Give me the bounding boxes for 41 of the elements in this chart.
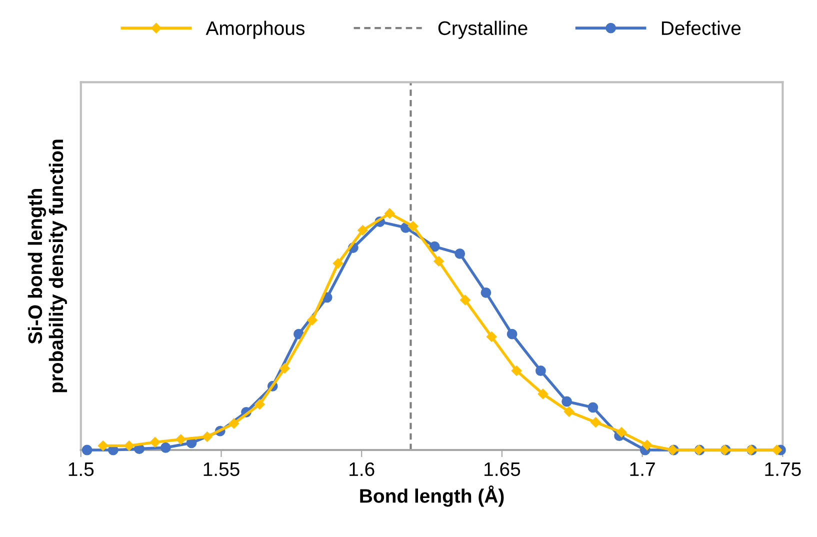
- legend-label: Amorphous: [206, 20, 304, 39]
- point: [124, 440, 134, 451]
- point: [486, 332, 497, 342]
- x-tick-label: 1.55: [204, 462, 240, 476]
- x-axis-title: Bond length (Å): [360, 485, 504, 507]
- x-tick-label: 1.75: [765, 462, 801, 476]
- point: [454, 248, 466, 259]
- point: [150, 437, 160, 448]
- point: [506, 328, 518, 340]
- point: [384, 208, 395, 219]
- point: [202, 432, 212, 442]
- point: [160, 442, 171, 453]
- legend-label: Crystalline: [438, 20, 528, 39]
- point: [538, 388, 548, 400]
- x-tick-label: 1.65: [484, 462, 520, 476]
- legend-label: Defective: [662, 20, 741, 36]
- point: [280, 363, 290, 374]
- x-tick-label: 1.7: [630, 462, 655, 476]
- point: [460, 294, 470, 306]
- x-tick-label: 1.5: [68, 462, 94, 476]
- point: [616, 427, 627, 438]
- point: [588, 402, 598, 413]
- point: [254, 399, 265, 410]
- point: [228, 418, 239, 429]
- point: [590, 417, 601, 428]
- point: [307, 315, 318, 326]
- point: [511, 366, 522, 376]
- point: [176, 434, 186, 444]
- point: [358, 225, 368, 236]
- point: [429, 241, 440, 252]
- point: [480, 287, 492, 298]
- point: [564, 406, 574, 417]
- point: [332, 258, 344, 268]
- x-tick-label: 1.6: [350, 462, 374, 476]
- point: [562, 396, 572, 407]
- point: [408, 221, 418, 232]
- point: [642, 440, 652, 450]
- y-axis-title: Si-O bond length probability density function: [28, 140, 67, 392]
- point: [535, 366, 546, 376]
- point: [434, 256, 444, 266]
- point: [98, 440, 108, 451]
